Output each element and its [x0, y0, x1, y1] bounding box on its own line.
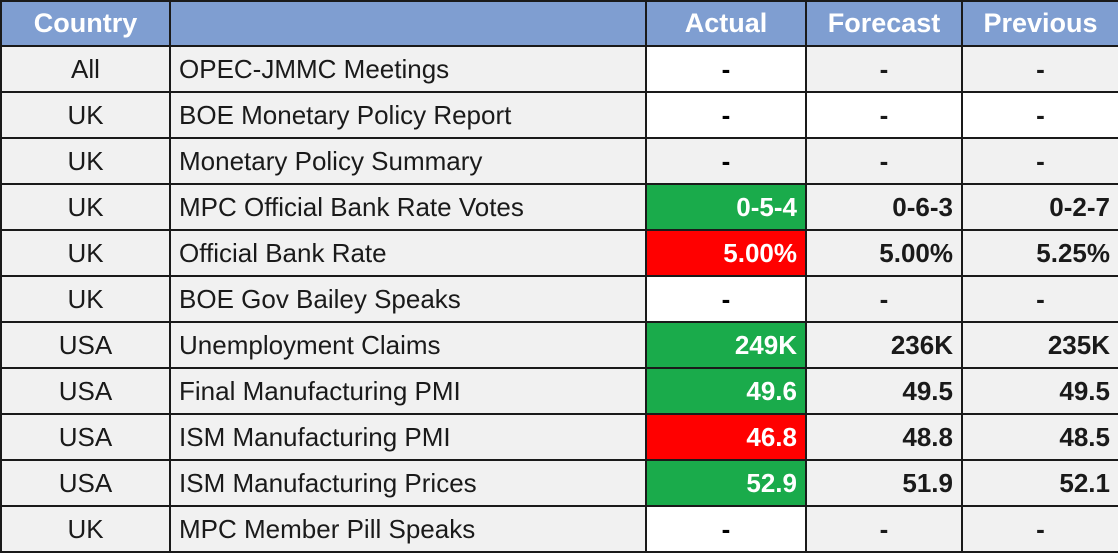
country-cell: UK: [0, 505, 171, 553]
event-cell: OPEC-JMMC Meetings: [169, 45, 647, 93]
table-row: USA ISM Manufacturing Prices 52.9 51.9 5…: [0, 459, 1118, 507]
country-cell: UK: [0, 229, 171, 277]
table-row: All OPEC-JMMC Meetings - - -: [0, 45, 1118, 93]
previous-cell: -: [961, 137, 1118, 185]
table-row: UK BOE Gov Bailey Speaks - - -: [0, 275, 1118, 323]
country-cell: USA: [0, 321, 171, 369]
previous-cell: -: [961, 45, 1118, 93]
actual-cell: -: [645, 91, 807, 139]
event-cell: Final Manufacturing PMI: [169, 367, 647, 415]
header-country: Country: [0, 0, 171, 47]
header-event: [169, 0, 647, 47]
actual-cell: -: [645, 137, 807, 185]
previous-cell: 49.5: [961, 367, 1118, 415]
forecast-cell: -: [805, 137, 963, 185]
country-cell: UK: [0, 91, 171, 139]
actual-cell: 46.8: [645, 413, 807, 461]
table-row: USA Unemployment Claims 249K 236K 235K: [0, 321, 1118, 369]
previous-cell: -: [961, 275, 1118, 323]
header-row: Country Actual Forecast Previous: [0, 0, 1118, 47]
event-cell: MPC Member Pill Speaks: [169, 505, 647, 553]
header-actual: Actual: [645, 0, 807, 47]
forecast-cell: 48.8: [805, 413, 963, 461]
forecast-cell: -: [805, 505, 963, 553]
table-row: UK MPC Member Pill Speaks - - -: [0, 505, 1118, 553]
previous-cell: -: [961, 91, 1118, 139]
forecast-cell: -: [805, 275, 963, 323]
country-cell: All: [0, 45, 171, 93]
actual-cell: -: [645, 45, 807, 93]
event-cell: ISM Manufacturing Prices: [169, 459, 647, 507]
table-row: UK MPC Official Bank Rate Votes 0-5-4 0-…: [0, 183, 1118, 231]
country-cell: USA: [0, 367, 171, 415]
actual-cell: 0-5-4: [645, 183, 807, 231]
country-cell: USA: [0, 459, 171, 507]
country-cell: UK: [0, 183, 171, 231]
header-previous: Previous: [961, 0, 1118, 47]
previous-cell: 235K: [961, 321, 1118, 369]
previous-cell: -: [961, 505, 1118, 553]
actual-cell: -: [645, 505, 807, 553]
previous-cell: 48.5: [961, 413, 1118, 461]
forecast-cell: 51.9: [805, 459, 963, 507]
event-cell: BOE Monetary Policy Report: [169, 91, 647, 139]
previous-cell: 0-2-7: [961, 183, 1118, 231]
previous-cell: 5.25%: [961, 229, 1118, 277]
event-cell: ISM Manufacturing PMI: [169, 413, 647, 461]
table-row: UK BOE Monetary Policy Report - - -: [0, 91, 1118, 139]
table-row: UK Monetary Policy Summary - - -: [0, 137, 1118, 185]
table-row: USA Final Manufacturing PMI 49.6 49.5 49…: [0, 367, 1118, 415]
forecast-cell: 236K: [805, 321, 963, 369]
table-row: USA ISM Manufacturing PMI 46.8 48.8 48.5: [0, 413, 1118, 461]
previous-cell: 52.1: [961, 459, 1118, 507]
event-cell: MPC Official Bank Rate Votes: [169, 183, 647, 231]
forecast-cell: -: [805, 45, 963, 93]
event-cell: Official Bank Rate: [169, 229, 647, 277]
table-row: UK Official Bank Rate 5.00% 5.00% 5.25%: [0, 229, 1118, 277]
country-cell: UK: [0, 275, 171, 323]
actual-cell: 5.00%: [645, 229, 807, 277]
actual-cell: -: [645, 275, 807, 323]
forecast-cell: 5.00%: [805, 229, 963, 277]
country-cell: USA: [0, 413, 171, 461]
event-cell: Monetary Policy Summary: [169, 137, 647, 185]
event-cell: BOE Gov Bailey Speaks: [169, 275, 647, 323]
actual-cell: 49.6: [645, 367, 807, 415]
event-cell: Unemployment Claims: [169, 321, 647, 369]
header-forecast: Forecast: [805, 0, 963, 47]
forecast-cell: 49.5: [805, 367, 963, 415]
country-cell: UK: [0, 137, 171, 185]
forecast-cell: 0-6-3: [805, 183, 963, 231]
forecast-cell: -: [805, 91, 963, 139]
actual-cell: 52.9: [645, 459, 807, 507]
actual-cell: 249K: [645, 321, 807, 369]
